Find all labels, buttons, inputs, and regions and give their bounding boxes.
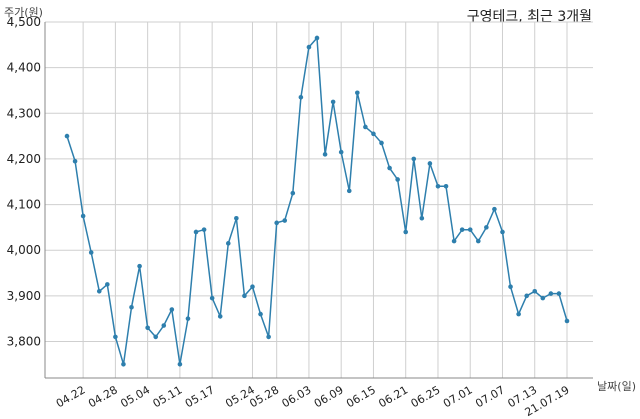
data-point — [346, 188, 352, 194]
data-point — [338, 149, 344, 155]
data-point — [548, 291, 554, 296]
data-point — [532, 288, 538, 294]
x-tick-label: 07.07 — [473, 383, 507, 410]
data-point — [129, 304, 134, 310]
y-tick-label: 4,300 — [7, 106, 41, 120]
data-point — [459, 227, 465, 232]
data-point — [451, 238, 457, 244]
data-point — [355, 90, 360, 96]
x-tick-label: 06.25 — [409, 383, 443, 410]
data-point — [306, 44, 312, 50]
data-point — [330, 99, 336, 105]
data-point — [250, 284, 255, 290]
x-axis-label: 날짜(일) — [597, 380, 636, 393]
data-point — [508, 284, 513, 290]
data-point — [564, 318, 570, 324]
data-point — [105, 282, 110, 287]
data-point — [185, 316, 191, 321]
data-point — [484, 225, 489, 230]
data-point — [242, 293, 247, 299]
data-point — [217, 314, 223, 319]
data-point — [467, 227, 473, 232]
data-point — [96, 288, 102, 294]
data-point — [80, 213, 86, 219]
data-point — [113, 334, 118, 340]
data-point — [387, 165, 392, 171]
y-tick-label: 4,200 — [7, 152, 41, 166]
data-point — [524, 293, 529, 299]
data-point — [363, 124, 368, 130]
data-point — [201, 227, 207, 232]
data-point — [266, 334, 271, 340]
x-tick-label: 06.09 — [312, 383, 346, 410]
data-point — [121, 362, 126, 367]
x-tick-label: 06.03 — [280, 383, 314, 410]
data-point — [169, 307, 175, 312]
x-tick-label: 04.22 — [54, 383, 88, 410]
y-tick-label: 3,800 — [7, 334, 41, 348]
data-point — [209, 295, 215, 301]
data-point — [411, 156, 417, 162]
data-point — [161, 323, 167, 328]
data-point — [427, 161, 433, 166]
data-point — [72, 158, 78, 164]
data-point — [225, 241, 231, 246]
data-point — [64, 133, 70, 139]
y-tick-label: 4,100 — [7, 198, 41, 212]
data-point — [290, 190, 296, 196]
y-tick-label: 3,900 — [7, 289, 41, 303]
data-point — [395, 177, 400, 182]
data-point — [556, 291, 562, 296]
data-point — [234, 215, 239, 221]
data-point — [435, 184, 441, 189]
x-tick-label: 05.04 — [118, 383, 152, 410]
x-tick-label: 06.15 — [344, 383, 378, 410]
data-point — [379, 140, 384, 146]
data-point — [274, 220, 279, 226]
data-point — [475, 238, 481, 244]
x-tick-label: 04.28 — [86, 383, 120, 410]
data-point — [282, 218, 288, 223]
data-point — [177, 362, 183, 367]
data-point — [443, 184, 449, 189]
data-point — [322, 152, 328, 157]
data-point — [492, 206, 497, 212]
data-point — [298, 95, 304, 100]
data-point — [540, 295, 546, 301]
data-point — [403, 229, 409, 235]
y-tick-label: 4,500 — [7, 15, 41, 29]
data-point — [314, 35, 320, 41]
data-point — [145, 325, 150, 331]
data-point — [153, 334, 159, 340]
y-tick-label: 4,000 — [7, 243, 41, 257]
data-point — [137, 263, 142, 269]
data-point — [258, 311, 263, 317]
data-point — [88, 250, 94, 255]
x-tick-label: 05.11 — [151, 383, 185, 410]
chart-title: 구영테크, 최근 3개월 — [466, 9, 592, 25]
data-point — [500, 229, 505, 235]
data-point — [516, 311, 521, 317]
data-point — [193, 229, 199, 235]
data-point — [371, 131, 376, 137]
price-series-line — [66, 36, 568, 365]
x-tick-label: 05.17 — [183, 383, 217, 410]
data-point — [419, 215, 425, 221]
y-tick-label: 4,400 — [7, 61, 41, 75]
x-tick-label: 06.21 — [376, 383, 410, 410]
x-tick-label: 07.01 — [441, 383, 475, 410]
y-axis-label: 주가(원) — [4, 6, 43, 19]
